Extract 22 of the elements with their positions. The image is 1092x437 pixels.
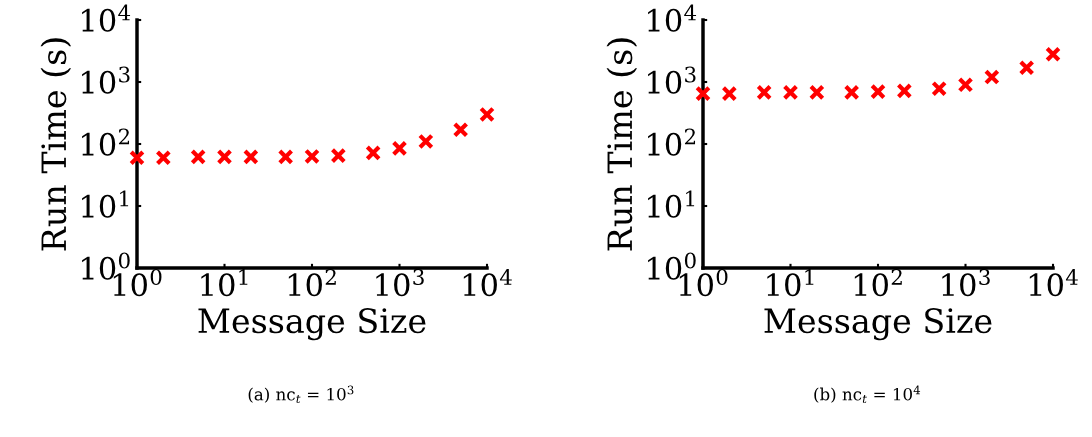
x-axis-title: Message Size (764, 308, 992, 341)
y-tick-label: 10$^{2}$ (82, 128, 130, 156)
y-tick-label: 10$^{3}$ (82, 66, 130, 94)
text: (a) nc$_{t}$ = 10$^{3}$ (248, 385, 354, 404)
y-axis-title: Run Time (s) (40, 38, 72, 251)
y-tick-label: 10$^{3}$ (648, 66, 696, 94)
y-tick-label: 10$^{1}$ (82, 190, 129, 218)
x-tick-label: 10$^{1}$ (767, 268, 814, 297)
x-axis-title: Message Size (198, 308, 426, 341)
x-tick-label: 10$^{4}$ (1029, 268, 1078, 297)
x-tick-label: 10$^{3}$ (376, 268, 424, 297)
y-tick-label: 10$^{4}$ (82, 4, 131, 32)
y-tick-label: 10$^{2}$ (648, 128, 696, 156)
x-tick-label: 10$^{1}$ (201, 268, 248, 297)
text: (b) nc$_{t}$ = 10$^{4}$ (814, 385, 921, 404)
x-tick-label: 10$^{2}$ (854, 268, 902, 297)
y-tick-label: 10$^{1}$ (648, 190, 695, 218)
y-axis-title: Run Time (s) (606, 38, 638, 251)
y-tick-label: 10$^{4}$ (648, 4, 697, 32)
x-tick-label: 10$^{4}$ (463, 268, 512, 297)
x-tick-label: 10$^{3}$ (942, 268, 990, 297)
x-tick-label: 10$^{2}$ (288, 268, 336, 297)
